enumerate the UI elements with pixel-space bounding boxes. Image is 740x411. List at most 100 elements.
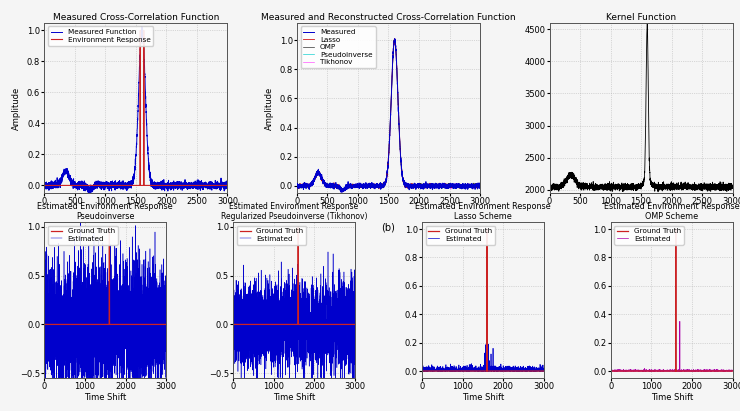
- Estimated: [671, 226, 680, 231]
- Lasso: [404, 183, 413, 188]
- Ground Truth: [671, 226, 680, 231]
- Ground Truth: [630, 369, 639, 374]
- Measured Function: [85, 191, 94, 196]
- Estimated: [278, 294, 286, 299]
- Estimated: [81, 322, 90, 327]
- Ground Truth: [647, 369, 656, 374]
- Ground Truth: [539, 369, 548, 374]
- Measured: [353, 183, 362, 188]
- Ground Truth: [442, 369, 451, 374]
- Text: (a): (a): [129, 223, 143, 233]
- Legend: Measured, Lasso, OMP, Pseudoinverse, Tikhonov: Measured, Lasso, OMP, Pseudoinverse, Tik…: [300, 26, 376, 68]
- Title: Estimated Environment Response
Regularized Pseudoinverse (Tikhonov): Estimated Environment Response Regulariz…: [221, 202, 367, 221]
- Estimated: [98, 374, 107, 379]
- Title: Kernel Function: Kernel Function: [606, 13, 676, 22]
- Ground Truth: [98, 322, 107, 327]
- OMP: [338, 189, 347, 194]
- Ground Truth: [728, 369, 737, 374]
- Title: Measured Cross-Correlation Function: Measured Cross-Correlation Function: [53, 13, 219, 22]
- Lasso: [380, 181, 389, 186]
- Tikhonov: [292, 183, 301, 188]
- Ground Truth: [105, 224, 114, 229]
- Line: Estimated: Estimated: [44, 221, 166, 411]
- Estimated: [40, 349, 49, 354]
- Estimated: [89, 325, 98, 330]
- Y-axis label: Amplitude: Amplitude: [13, 86, 21, 129]
- Line: OMP: OMP: [297, 39, 480, 191]
- Estimated: [630, 369, 639, 374]
- OMP: [390, 37, 399, 42]
- Legend: Ground Truth, Estimated: Ground Truth, Estimated: [614, 226, 684, 245]
- Measured: [366, 184, 374, 189]
- Ground Truth: [491, 369, 500, 374]
- Ground Truth: [64, 322, 73, 327]
- Lasso: [292, 182, 301, 187]
- Estimated: [156, 321, 165, 326]
- Estimated: [476, 367, 485, 372]
- Tikhonov: [380, 180, 389, 185]
- Measured Function: [128, 180, 137, 185]
- Ground Truth: [534, 369, 542, 374]
- Estimated: [534, 368, 543, 373]
- Ground Truth: [278, 322, 286, 327]
- Measured: [468, 182, 477, 187]
- Tikhonov: [366, 183, 374, 188]
- Ground Truth: [458, 369, 467, 374]
- Environment Response: [215, 183, 223, 188]
- Ground Truth: [655, 369, 664, 374]
- Line: Measured Function: Measured Function: [44, 27, 227, 193]
- Estimated: [287, 318, 296, 323]
- Tikhonov: [353, 184, 362, 189]
- Ground Truth: [294, 224, 303, 229]
- Line: Ground Truth: Ground Truth: [44, 227, 166, 324]
- Ground Truth: [253, 322, 262, 327]
- OMP: [468, 184, 477, 189]
- Line: Ground Truth: Ground Truth: [610, 229, 733, 371]
- Environment Response: [112, 183, 121, 188]
- Measured: [337, 190, 346, 195]
- Title: Measured and Reconstructed Cross-Correlation Function: Measured and Reconstructed Cross-Correla…: [261, 13, 516, 22]
- Estimated: [162, 307, 171, 312]
- X-axis label: Time Shift: Time Shift: [462, 393, 504, 402]
- Pseudoinverse: [468, 182, 477, 187]
- OMP: [353, 182, 362, 187]
- Measured Function: [76, 184, 85, 189]
- Measured Function: [215, 185, 223, 189]
- Tikhonov: [337, 190, 346, 195]
- Ground Truth: [229, 322, 238, 327]
- Legend: Ground Truth, Estimated: Ground Truth, Estimated: [237, 226, 306, 245]
- Legend: Ground Truth, Estimated: Ground Truth, Estimated: [48, 226, 118, 245]
- Estimated: [323, 249, 332, 254]
- OMP: [366, 183, 374, 188]
- Tikhonov: [404, 185, 413, 189]
- Line: Tikhonov: Tikhonov: [297, 39, 480, 192]
- Ground Truth: [156, 322, 165, 327]
- Estimated: [442, 369, 451, 374]
- X-axis label: Time Shift: Time Shift: [273, 393, 315, 402]
- Lasso: [366, 183, 374, 188]
- Ground Truth: [345, 322, 354, 327]
- OMP: [476, 184, 485, 189]
- Measured: [390, 36, 399, 41]
- Y-axis label: Amplitude: Amplitude: [265, 86, 274, 129]
- Ground Truth: [81, 322, 90, 327]
- Estimated: [655, 369, 664, 374]
- Text: (c): (c): [635, 223, 648, 233]
- Tikhonov: [468, 184, 477, 189]
- Pseudoinverse: [329, 183, 338, 188]
- Lasso: [476, 183, 485, 188]
- Environment Response: [223, 183, 232, 188]
- Environment Response: [40, 183, 49, 188]
- Tikhonov: [390, 37, 399, 42]
- Estimated: [539, 369, 548, 374]
- OMP: [380, 182, 389, 187]
- Ground Truth: [680, 369, 689, 374]
- Estimated: [491, 366, 500, 371]
- Environment Response: [101, 183, 110, 188]
- Measured: [380, 181, 389, 186]
- Estimated: [728, 367, 737, 372]
- Estimated: [417, 369, 426, 374]
- Title: Estimated Environment Response
Pseudoinverse: Estimated Environment Response Pseudoinv…: [38, 202, 173, 221]
- Lasso: [353, 184, 362, 189]
- X-axis label: Time Shift: Time Shift: [650, 393, 693, 402]
